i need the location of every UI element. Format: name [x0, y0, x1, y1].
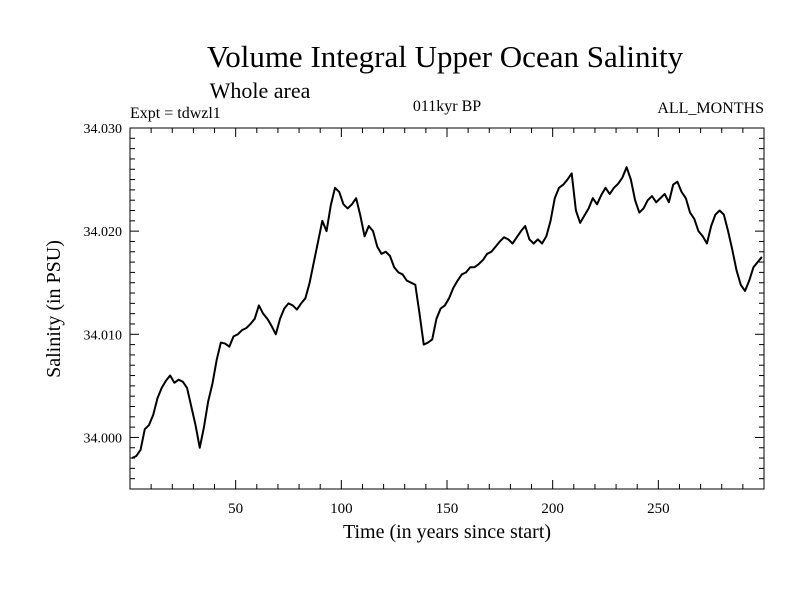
chart-subtitle: Whole area [210, 78, 311, 103]
y-axis-label: Salinity (in PSU) [43, 240, 65, 378]
x-axis-label: Time (in years since start) [343, 521, 551, 543]
x-tick-label: 250 [647, 501, 670, 517]
period-label: 011kyr BP [413, 98, 481, 115]
x-tick-label: 50 [228, 501, 243, 517]
y-tick-label: 34.030 [84, 122, 123, 137]
plot-frame [129, 127, 765, 490]
y-tick-label: 34.000 [84, 431, 123, 446]
x-axis: 50 100 150 200 250 [150, 128, 744, 517]
salinity-series-line [131, 166, 763, 459]
y-axis: 34.000 34.010 34.020 34.030 [84, 122, 764, 480]
x-tick-label: 100 [330, 501, 353, 517]
expt-label: Expt = tdwzl1 [130, 105, 221, 122]
y-tick-label: 34.020 [84, 225, 123, 240]
x-tick-label: 200 [541, 501, 564, 517]
y-tick-label: 34.010 [84, 328, 123, 343]
chart-title: Volume Integral Upper Ocean Salinity [207, 39, 684, 74]
months-label: ALL_MONTHS [657, 100, 764, 117]
x-tick-label: 150 [436, 501, 459, 517]
